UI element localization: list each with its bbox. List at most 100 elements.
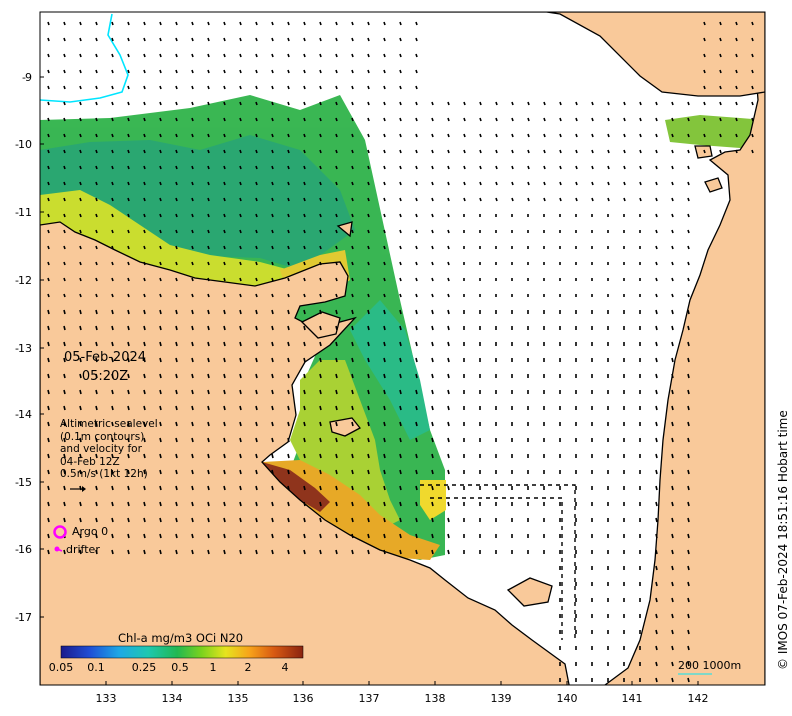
velocity-arrow [671,613,674,619]
velocity-arrow [271,149,274,154]
velocity-arrow [223,293,226,298]
velocity-arrow [271,181,274,186]
velocity-arrow [335,341,338,347]
velocity-arrow [111,485,114,491]
velocity-arrow [271,469,274,475]
velocity-arrow [255,293,258,298]
velocity-arrow [207,325,210,331]
velocity-arrow [399,421,402,427]
velocity-arrow [207,501,210,507]
velocity-arrow [127,165,130,170]
velocity-arrow [335,101,338,106]
velocity-arrow [335,261,338,266]
velocity-arrow [399,69,402,74]
velocity-arrow [223,101,226,106]
velocity-arrow [95,453,98,459]
velocity-arrow [255,37,258,42]
velocity-arrow [159,389,162,395]
velocity-arrow [367,53,370,58]
svg-text:0.05: 0.05 [49,661,74,674]
velocity-arrow [63,485,66,491]
velocity-arrow [367,21,370,26]
velocity-arrow [559,117,562,122]
velocity-arrow [303,453,306,459]
velocity-arrow [447,405,450,411]
velocity-arrow [223,501,226,507]
info-line: and velocity for [60,443,142,455]
velocity-arrow [383,245,386,250]
lat-tick: 10 [18,138,44,151]
velocity-arrow [207,485,210,491]
velocity-arrow [175,245,178,250]
velocity-arrow [399,309,402,315]
velocity-arrow [239,181,242,186]
velocity-arrow [319,485,322,491]
velocity-arrow [207,197,210,202]
velocity-arrow [79,389,82,395]
velocity-arrow [159,85,162,90]
velocity-arrow [191,405,194,411]
velocity-arrow [511,197,514,202]
velocity-arrow [303,421,306,427]
velocity-arrow [351,245,354,250]
velocity-arrow [431,293,434,298]
velocity-arrow [463,101,466,106]
velocity-arrow [351,453,354,459]
velocity-arrow [703,69,706,74]
velocity-arrow [143,325,146,331]
velocity-arrow [495,181,498,186]
velocity-arrow [671,597,674,603]
velocity-arrow [239,421,242,427]
velocity-arrow [111,133,114,138]
velocity-arrow [303,53,306,58]
velocity-arrow [495,133,498,138]
velocity-arrow [191,197,194,202]
velocity-arrow [127,293,130,298]
velocity-arrow [175,485,178,491]
velocity-arrow [271,165,274,170]
velocity-arrow [447,149,450,154]
velocity-arrow [191,85,194,90]
velocity-arrow [655,485,658,491]
velocity-arrow [127,181,130,186]
velocity-arrow [687,581,690,587]
velocity-arrow [399,437,402,443]
velocity-arrow [543,149,546,154]
colorbar-title: Chl-a mg/m3 OCi N20 [118,631,244,645]
velocity-arrow [255,85,258,90]
velocity-arrow [367,293,370,298]
velocity-arrow [111,357,114,363]
velocity-arrow [367,133,370,138]
velocity-arrow [255,165,258,170]
velocity-arrow [143,149,146,154]
velocity-arrow [271,405,274,411]
velocity-arrow [303,21,306,26]
velocity-arrow [335,325,338,331]
velocity-arrow [655,389,658,395]
velocity-arrow [95,421,98,427]
velocity-arrow [703,117,706,122]
velocity-arrow [687,293,690,298]
svg-text:-: - [15,611,19,624]
velocity-arrow [319,389,322,395]
velocity-arrow [63,309,66,315]
velocity-arrow [415,165,418,170]
velocity-arrow [527,165,530,170]
velocity-arrow [319,21,322,26]
velocity-arrow [319,181,322,186]
velocity-arrow [319,69,322,74]
velocity-arrow [127,69,130,74]
time-label: 05:20Z [81,369,129,384]
svg-text:17: 17 [18,611,32,624]
velocity-arrow [351,85,354,90]
velocity-arrow [655,149,658,154]
velocity-arrow [111,69,114,74]
lat-tick: 9 [25,71,44,84]
velocity-arrow [367,357,370,363]
velocity-arrow [223,245,226,250]
velocity-arrow [47,117,50,122]
velocity-arrow [143,309,146,315]
velocity-arrow [671,261,674,266]
velocity-arrow [255,549,258,555]
velocity-arrow [351,37,354,42]
